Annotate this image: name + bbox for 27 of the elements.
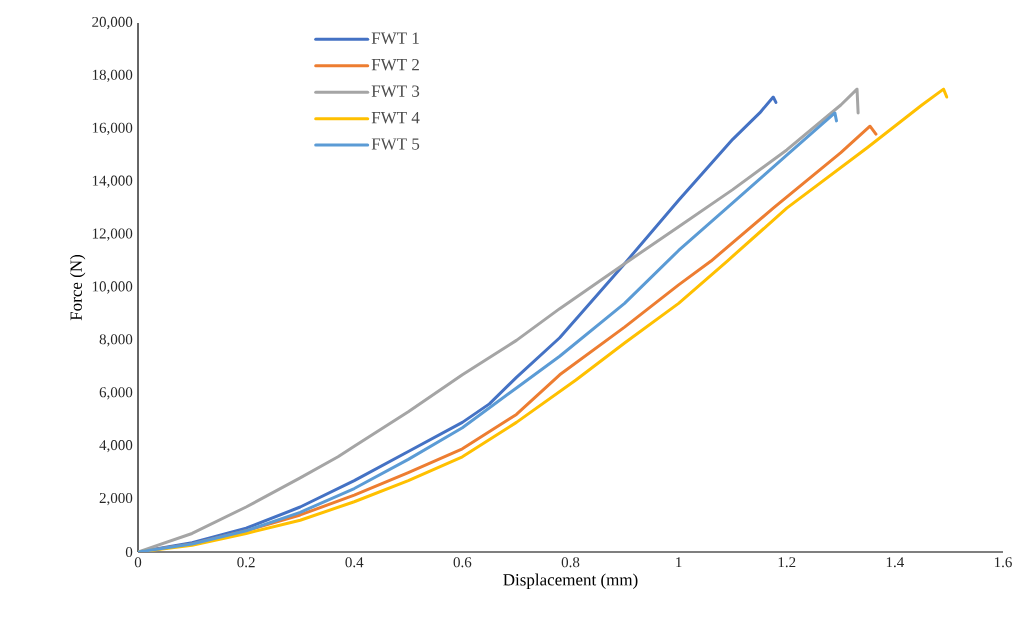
legend-label: FWT 4: [371, 111, 420, 124]
y-tick-label: 4,000: [99, 440, 133, 453]
x-tick-label: 0.4: [345, 557, 364, 568]
y-tick-label: 16,000: [92, 122, 133, 135]
x-tick-label: 0: [134, 557, 142, 568]
x-tick-label: 1.2: [778, 557, 796, 568]
y-tick-label: 0: [125, 546, 133, 558]
y-tick-label: 14,000: [92, 175, 133, 188]
x-tick-label: 1: [676, 557, 682, 568]
y-tick-label: 18,000: [92, 69, 133, 83]
legend-label: FWT 3: [371, 85, 420, 97]
legend-label: FWT 1: [371, 32, 419, 44]
y-tick-label: 2,000: [99, 492, 133, 506]
x-tick-label: 1.4: [886, 557, 905, 568]
y-tick-label: 12,000: [92, 228, 133, 241]
x-tick-label: 0.8: [561, 557, 580, 568]
x-axis-title: Displacement (mm): [503, 573, 638, 589]
y-tick-label: 10,000: [92, 281, 133, 294]
x-tick-label: 1.6: [994, 557, 1012, 568]
y-tick-label: 20,000: [92, 16, 133, 30]
x-tick-label: 0.2: [237, 557, 255, 568]
y-tick-label: 6,000: [99, 387, 133, 400]
legend-label: FWT 2: [371, 58, 419, 71]
x-tick-label: 0.6: [453, 557, 472, 568]
y-axis-title: Force (N): [69, 254, 86, 321]
legend-label: FWT 5: [371, 138, 420, 150]
y-tick-label: 8,000: [99, 334, 133, 347]
